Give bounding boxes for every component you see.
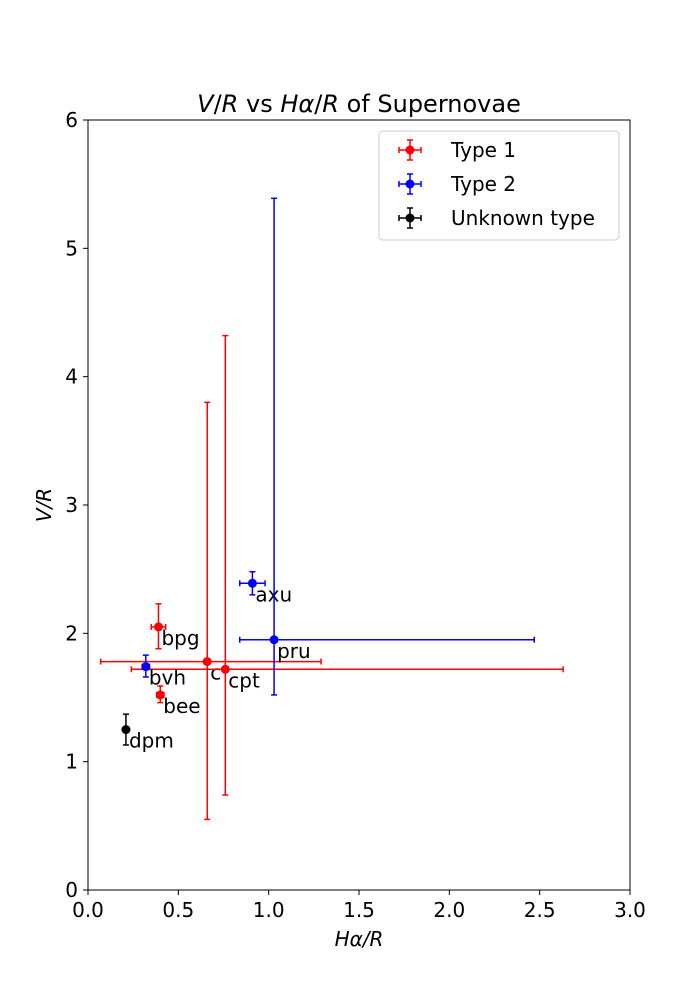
data-point	[155, 690, 165, 700]
chart-title-part: of Supernovae	[339, 90, 521, 118]
y-tick-label: 6	[65, 108, 78, 132]
point-label: bvh	[149, 666, 186, 690]
legend: Type 1 Type 2 Unknown type	[378, 130, 620, 241]
y-tick-label: 2	[65, 621, 78, 645]
y-tick-label: 5	[65, 236, 78, 260]
x-tick-label: 0.5	[162, 898, 194, 922]
data-point	[153, 622, 163, 632]
legend-label: Type 1	[450, 138, 516, 162]
y-axis-label: V/R	[32, 488, 56, 522]
x-axis-label: Hα/R	[335, 927, 384, 951]
data-point	[220, 664, 230, 674]
point-label: bpg	[161, 626, 199, 650]
chart-title-part: Hα	[280, 90, 314, 118]
axis-ticks: 0.0 0.5 1.0 1.5 2.0 2.5 3.0 0 1 2 3 4 5 6	[65, 108, 646, 922]
point-label: cpt	[228, 668, 260, 692]
data-point	[269, 635, 279, 645]
chart-title-part: R	[322, 90, 339, 118]
data-point	[121, 725, 131, 735]
point-label: dpm	[129, 729, 174, 753]
chart-title-part: V	[197, 90, 215, 118]
x-tick-label: 0.0	[72, 898, 104, 922]
legend-label: Type 2	[450, 172, 516, 196]
y-tick-label: 0	[65, 878, 78, 902]
data-point	[247, 578, 257, 588]
data-point	[141, 662, 151, 672]
legend-label: Unknown type	[451, 206, 595, 230]
y-tick-label: 3	[65, 493, 78, 517]
chart-title: V/R vs Hα/R of Supernovae	[197, 90, 521, 118]
y-tick-label: 1	[65, 750, 78, 774]
chart-title-part: /	[314, 90, 323, 118]
series-unknown-type: dpm	[121, 713, 174, 753]
point-label: bee	[163, 694, 200, 718]
x-tick-label: 2.5	[524, 898, 556, 922]
legend-box	[378, 130, 620, 241]
legend-marker	[405, 145, 415, 155]
x-tick-label: 1.5	[343, 898, 375, 922]
data-point	[202, 657, 212, 667]
y-tick-label: 4	[65, 365, 78, 389]
chart-title-part: vs	[238, 90, 280, 118]
chart-title-part: /	[214, 90, 223, 118]
chart-title-part: R	[222, 90, 239, 118]
point-label: pru	[277, 639, 311, 663]
x-tick-label: 3.0	[614, 898, 646, 922]
x-tick-label: 2.0	[433, 898, 465, 922]
x-tick-label: 1.0	[253, 898, 285, 922]
legend-marker	[405, 179, 415, 189]
legend-marker	[405, 213, 415, 223]
point-label: c	[210, 661, 221, 685]
